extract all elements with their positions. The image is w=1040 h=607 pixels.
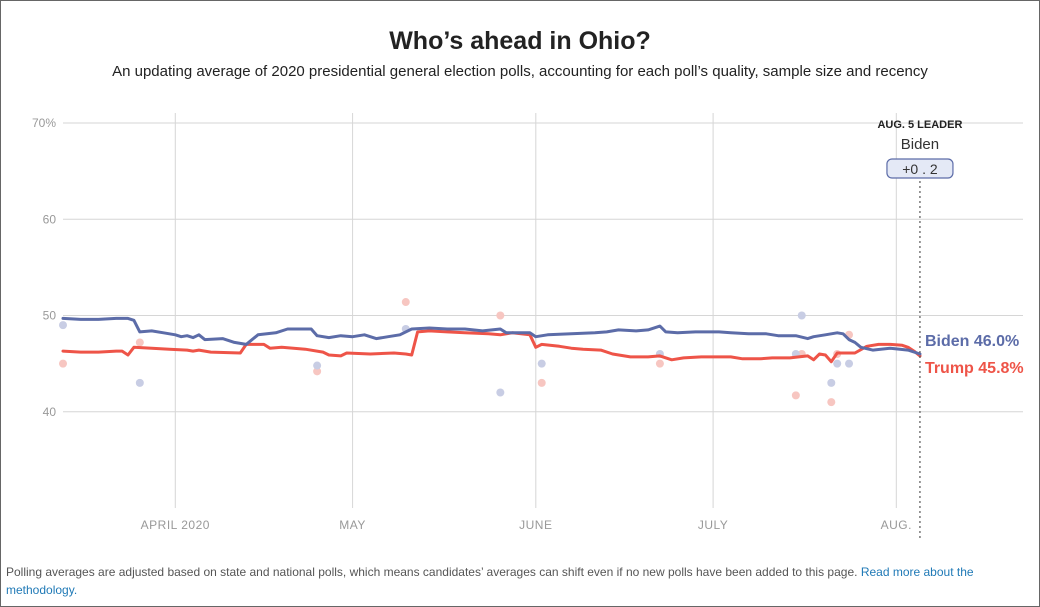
- biden-poll-dot: [827, 378, 836, 387]
- methodology-link[interactable]: Read more about the methodology.: [6, 565, 974, 597]
- trump-poll-dot: [401, 298, 410, 307]
- trump-poll-dot: [827, 398, 836, 407]
- x-tick-label: JUNE: [519, 518, 552, 532]
- methodology-note: Polling averages are adjusted based on s…: [6, 563, 1016, 599]
- y-axis-ticks: 70% 60 50 40: [32, 116, 56, 419]
- biden-poll-dot: [833, 359, 842, 368]
- poll-dots: [59, 298, 854, 407]
- x-axis-ticks: APRIL 2020 MAY JUNE JULY AUG.: [141, 518, 912, 532]
- biden-end-label: Biden 46.0%: [925, 333, 1019, 350]
- trump-poll-dot: [313, 367, 322, 376]
- polling-average-chart[interactable]: 70% 60 50 40 APRIL 2020 MAY JUNE JULY AUG. AUG.…: [1, 1, 1039, 561]
- average-lines: [61, 316, 922, 364]
- grid-lines: [63, 113, 1023, 508]
- y-tick-label: 60: [43, 212, 57, 226]
- leader-margin-value: +0 . 2: [902, 161, 938, 177]
- biden-poll-dot: [797, 311, 806, 320]
- x-tick-label: AUG.: [881, 518, 912, 532]
- x-tick-label: JULY: [698, 518, 728, 532]
- leader-margin-badge: [886, 158, 954, 179]
- trump-end-label: Trump 45.8%: [925, 360, 1024, 377]
- leader-name: Biden: [901, 136, 939, 153]
- biden-average-line: [61, 316, 922, 356]
- biden-poll-dot: [537, 359, 546, 368]
- trump-poll-dot: [791, 391, 800, 400]
- chart-subtitle: An updating average of 2020 presidential…: [112, 63, 928, 80]
- trump-poll-dot: [59, 359, 67, 368]
- biden-poll-dot: [496, 388, 505, 397]
- note-text: Polling averages are adjusted based on s…: [6, 565, 858, 579]
- y-tick-label: 40: [43, 405, 57, 419]
- biden-poll-dot: [59, 321, 67, 330]
- trump-poll-dot: [655, 359, 664, 368]
- biden-poll-dot: [313, 361, 322, 370]
- biden-poll-dot: [135, 378, 144, 387]
- leader-date-label: AUG. 5 LEADER: [877, 119, 962, 131]
- trump-poll-dot: [135, 338, 144, 347]
- x-tick-label: MAY: [339, 518, 366, 532]
- trump-poll-dot: [496, 311, 505, 320]
- y-tick-label: 70%: [32, 116, 56, 130]
- chart-title: Who’s ahead in Ohio?: [389, 27, 651, 55]
- trump-poll-dot: [537, 378, 546, 387]
- biden-poll-dot: [845, 359, 854, 368]
- x-tick-label: APRIL 2020: [141, 518, 210, 532]
- y-tick-label: 50: [43, 309, 57, 323]
